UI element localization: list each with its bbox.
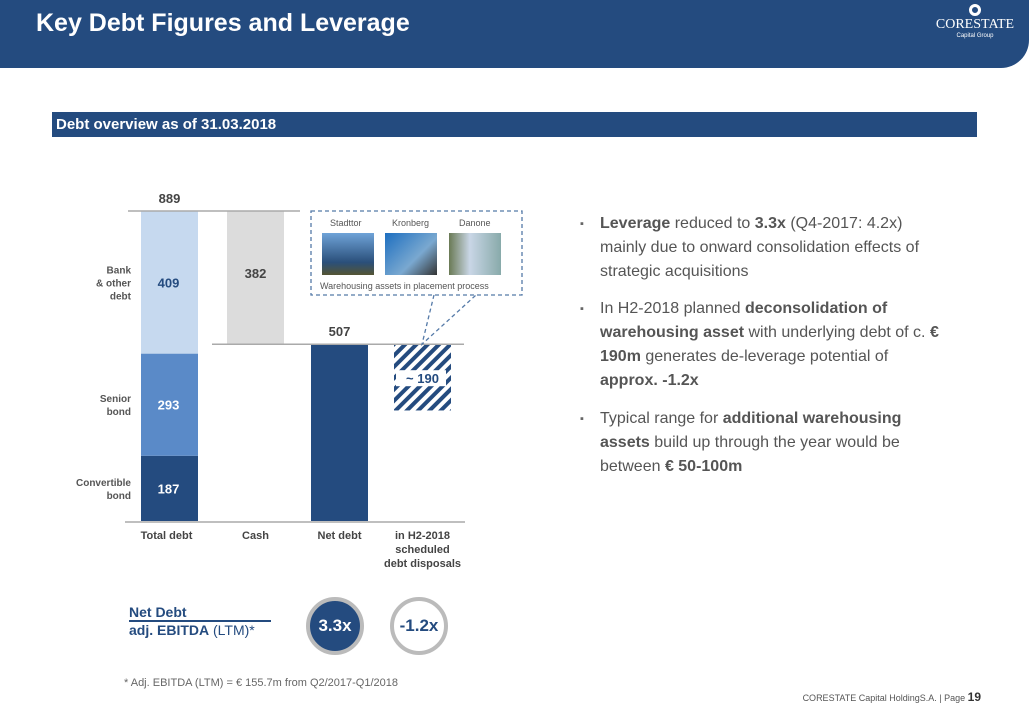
current-leverage-badge: 3.3x [306,597,364,655]
stack-category-label: Bank [107,265,132,276]
bar-net-debt [311,344,368,521]
stack-category-label: & other [96,278,131,289]
asset-label: Danone [459,218,491,228]
callout-pointer [420,294,477,347]
category-label: Net debt [318,530,362,542]
callout-caption: Warehousing assets in placement process [320,281,489,291]
bullet-text: € 190m [600,324,939,365]
bar-convertible-bond [141,455,198,521]
category-label: Total debt [141,530,193,542]
kronberg-photo [385,233,437,275]
bullet-text: additional warehousing assets [600,410,902,451]
bar-disposals [394,344,451,411]
stadttor-photo [322,233,374,275]
page-number: 19 [967,690,981,704]
stack-category-label: Senior [100,394,131,405]
stack-category-label: bond [107,491,131,502]
stack-category-label: Convertible [76,478,131,489]
category-label: in H2-2018 [395,530,450,542]
corestate-logo: CORESTATE Capital Group [935,4,1015,39]
cash-value-label: 382 [245,266,267,281]
bullet-text: generates de-leverage potential of [640,348,889,365]
ratio-denominator-rest: (LTM)* [209,622,255,638]
bullet-text: deconsolidation of warehousing asset [600,300,888,341]
bullet-text: In H2-2018 planned [600,300,745,317]
category-label: debt disposals [384,558,461,570]
stack-category-label: bond [107,407,131,418]
disposal-value-label: ~ 190 [406,371,439,386]
bullet-text: Leverage [600,215,671,232]
stack-value-label: 187 [158,481,180,496]
deleverage-badge: -1.2x [390,597,448,655]
ratio-denominator: adj. EBITDA [129,622,210,638]
bar-bank-other-debt [141,211,198,354]
footnote: * Adj. EBITDA (LTM) = € 155.7m from Q2/2… [124,677,399,689]
logo-ring-icon [969,4,981,16]
asset-label: Stadttor [330,218,362,228]
footer: CORESTATE Capital HoldingS.A. | Page 19 [803,690,981,704]
leverage-ratio-label: Net Debt adj. EBITDA (LTM)* [129,604,271,638]
bar-cash [227,211,284,345]
page-title: Key Debt Figures and Leverage [36,9,410,37]
bullet-point: In H2-2018 planned deconsolidation of wa… [580,297,940,393]
bullet-point: Leverage reduced to 3.3x (Q4-2017: 4.2x)… [580,212,940,284]
total-value-label: 889 [159,191,181,206]
bullet-text: build up through the year would be betwe… [600,434,900,475]
logo-name: CORESTATE [935,17,1015,32]
stack-value-label: 293 [158,398,180,413]
bullet-text: (Q4-2017: 4.2x) mainly due to onward con… [600,215,920,280]
danone-photo [449,233,501,275]
ratio-numerator: Net Debt [129,604,271,622]
bullet-text: Typical range for [600,410,723,427]
stack-value-label: 409 [158,275,180,290]
bullet-point: Typical range for additional warehousing… [580,407,940,479]
bullet-text: approx. -1.2x [600,372,699,389]
bullet-text: 3.3x [754,215,786,232]
disposal-label-bg [396,370,446,387]
section-title: Debt overview as of 31.03.2018 [52,112,977,137]
category-label: scheduled [395,544,449,556]
header-bar: Key Debt Figures and Leverage CORESTATE … [0,0,1029,68]
bullet-text: € 50-100m [664,458,743,475]
footer-company: CORESTATE Capital HoldingS.A. | Page [802,693,968,703]
logo-sub: Capital Group [956,33,994,39]
category-label: Cash [242,530,269,542]
stack-category-label: debt [110,291,132,302]
net-debt-value-label: 507 [329,324,351,339]
bar-senior-bond [141,353,198,456]
bullet-text: reduced to [670,215,755,232]
bullet-text: with underlying debt of c. [744,324,930,341]
asset-label: Kronberg [392,218,430,228]
